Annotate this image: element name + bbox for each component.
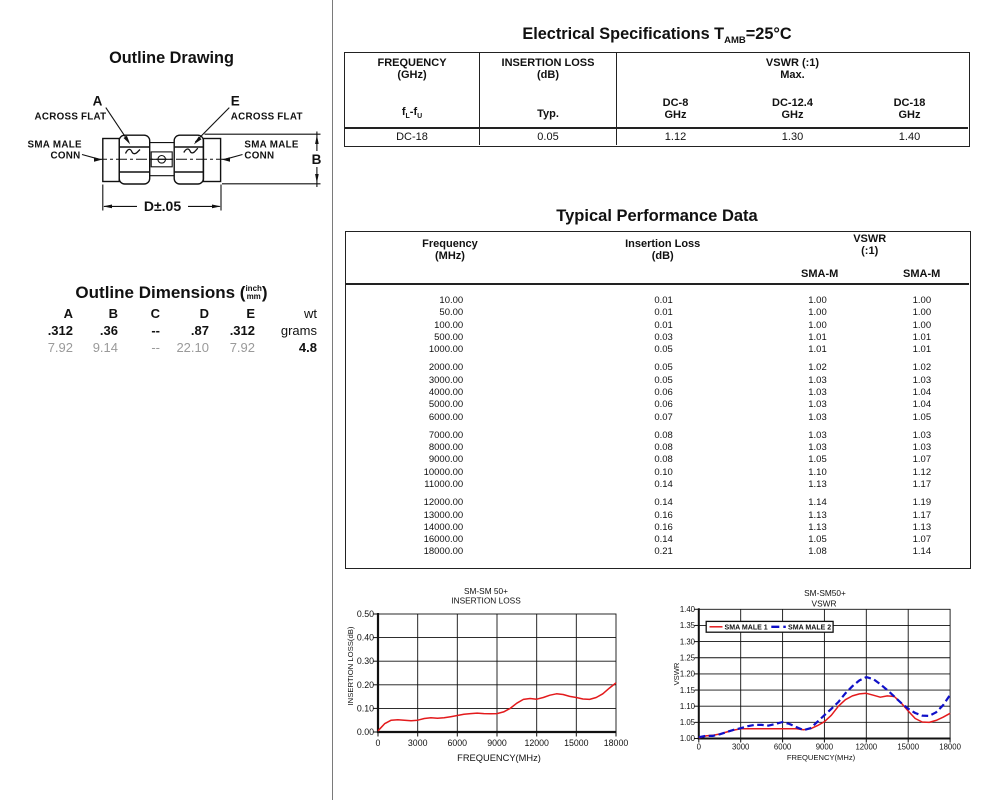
svg-text:CONN: CONN (50, 150, 80, 161)
svg-text:18000: 18000 (604, 738, 629, 748)
svg-text:SMA MALE: SMA MALE (28, 139, 83, 150)
svg-text:INSERTION LOSS: INSERTION LOSS (451, 596, 521, 606)
svg-text:FREQUENCY(MHz): FREQUENCY(MHz) (457, 753, 541, 763)
svg-text:6000: 6000 (774, 743, 792, 752)
svg-text:INSERTION LOSS(dB): INSERTION LOSS(dB) (346, 626, 355, 705)
svg-text:0.50: 0.50 (357, 609, 374, 619)
svg-text:ACROSS FLAT: ACROSS FLAT (231, 112, 303, 123)
svg-text:1.25: 1.25 (680, 653, 696, 662)
svg-text:SM-SM 50+: SM-SM 50+ (464, 586, 508, 596)
svg-text:SMA MALE: SMA MALE (244, 139, 299, 150)
svg-text:1.20: 1.20 (680, 670, 696, 679)
svg-text:0: 0 (697, 743, 702, 752)
svg-text:12000: 12000 (855, 743, 877, 752)
svg-text:B: B (312, 152, 322, 167)
svg-text:0.10: 0.10 (357, 703, 374, 713)
svg-text:0: 0 (376, 738, 381, 748)
svg-text:D±.05: D±.05 (144, 198, 181, 214)
svg-text:6000: 6000 (448, 738, 468, 748)
svg-text:3000: 3000 (408, 738, 428, 748)
svg-text:1.15: 1.15 (680, 686, 696, 695)
svg-text:ACROSS FLAT: ACROSS FLAT (35, 112, 107, 123)
svg-text:3000: 3000 (732, 743, 750, 752)
svg-text:CONN: CONN (244, 150, 274, 161)
svg-text:VSWR: VSWR (812, 599, 837, 609)
svg-text:SMA MALE 1: SMA MALE 1 (725, 625, 768, 632)
svg-text:0.30: 0.30 (357, 656, 374, 666)
svg-text:1.30: 1.30 (680, 637, 696, 646)
svg-text:9000: 9000 (487, 738, 507, 748)
svg-text:18000: 18000 (939, 743, 961, 752)
svg-text:VSWR: VSWR (672, 662, 681, 685)
svg-text:1.00: 1.00 (680, 734, 696, 743)
svg-text:FREQUENCY(MHz): FREQUENCY(MHz) (787, 753, 856, 762)
svg-text:1.05: 1.05 (680, 718, 696, 727)
svg-text:0.20: 0.20 (357, 680, 374, 690)
svg-text:1.35: 1.35 (680, 621, 696, 630)
svg-text:SM-SM50+: SM-SM50+ (804, 588, 846, 598)
svg-text:E: E (231, 94, 240, 109)
svg-text:0.40: 0.40 (357, 633, 374, 643)
svg-text:A: A (93, 94, 103, 109)
svg-text:1.40: 1.40 (680, 605, 696, 614)
svg-text:15000: 15000 (564, 738, 589, 748)
svg-text:9000: 9000 (816, 743, 834, 752)
svg-text:SMA MALE 2: SMA MALE 2 (788, 625, 831, 632)
svg-text:12000: 12000 (524, 738, 549, 748)
svg-text:0.00: 0.00 (357, 727, 374, 737)
svg-text:1.10: 1.10 (680, 702, 696, 711)
svg-text:15000: 15000 (897, 743, 919, 752)
